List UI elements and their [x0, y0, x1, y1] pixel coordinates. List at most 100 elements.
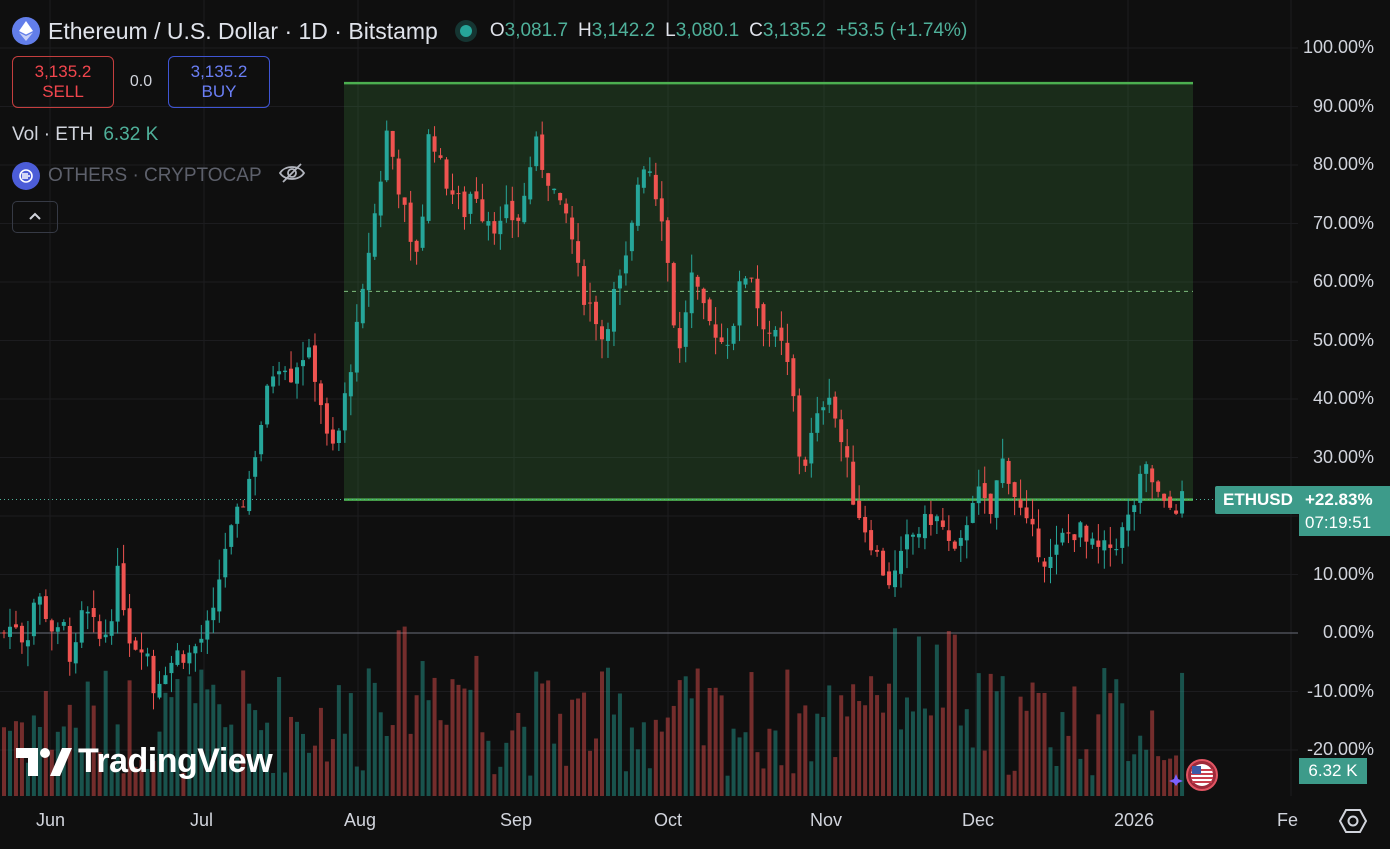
- volume-bar: [223, 727, 228, 796]
- volume-bar: [1144, 749, 1149, 796]
- volume-bar: [564, 765, 569, 796]
- volume-bar: [934, 644, 939, 796]
- candle-body: [755, 278, 760, 309]
- volume-bar: [73, 727, 78, 796]
- volume-bar: [229, 724, 234, 796]
- volume-bar: [25, 762, 30, 796]
- candle-body: [205, 620, 210, 640]
- candle-body: [534, 136, 539, 167]
- y-tick-label: 60.00%: [1312, 271, 1374, 291]
- symbol-title[interactable]: Ethereum / U.S. Dollar · 1D · Bitstamp: [48, 17, 438, 44]
- volume-bar: [1078, 758, 1083, 796]
- candle-body: [157, 683, 162, 698]
- volume-bar: [928, 715, 933, 796]
- volume-bar: [7, 730, 12, 796]
- sell-price: 3,135.2: [34, 62, 92, 81]
- volume-bar: [181, 772, 186, 796]
- volume-bar: [306, 752, 311, 796]
- volume-bar: [396, 630, 401, 796]
- volume-bar: [1108, 693, 1113, 796]
- volume-bar: [163, 692, 168, 796]
- volume-bar: [605, 667, 610, 796]
- candle-body: [761, 304, 766, 330]
- buy-price: 3,135.2: [190, 62, 248, 81]
- candle-body: [103, 634, 108, 638]
- volume-bar: [1024, 710, 1029, 796]
- volume-bar: [797, 713, 802, 796]
- volume-bar: [719, 695, 724, 796]
- candle-body: [492, 221, 497, 234]
- candle-body: [348, 372, 353, 397]
- volume-bar: [109, 766, 114, 796]
- volume-bar: [211, 684, 216, 796]
- us-flag-icon[interactable]: [1168, 758, 1220, 797]
- spread-value: 0.0: [129, 73, 153, 90]
- settings-icon[interactable]: [1338, 808, 1368, 839]
- volume-bar: [588, 750, 593, 796]
- candle-body: [605, 329, 610, 341]
- volume-bar: [899, 729, 903, 796]
- candle-body: [13, 624, 18, 628]
- candle-body: [588, 302, 593, 304]
- volume-bar: [701, 745, 706, 796]
- buy-button[interactable]: 3,135.2 BUY: [168, 56, 270, 108]
- candle-body: [773, 329, 778, 337]
- candle-body: [151, 655, 156, 694]
- y-tick-label: 0.00%: [1322, 622, 1374, 642]
- candle-body: [1090, 538, 1095, 545]
- volume-bar: [480, 732, 485, 796]
- candle-body: [229, 525, 234, 547]
- volume-bar: [79, 749, 84, 796]
- volume-bar: [570, 699, 575, 796]
- candle-body: [958, 537, 963, 546]
- volume-bar: [833, 757, 838, 796]
- volume-bar: [241, 670, 246, 796]
- volume-bar: [384, 735, 389, 796]
- volume-bar: [301, 733, 305, 796]
- volume-bar: [576, 698, 581, 796]
- candle-body: [611, 288, 616, 332]
- volume-bar: [910, 711, 915, 796]
- volume-bar: [558, 713, 563, 796]
- overlay-legend[interactable]: OTHERS · CRYPTOCAP: [12, 162, 306, 190]
- candle-body: [922, 513, 927, 539]
- candle-body: [546, 173, 551, 186]
- x-tick-label: Oct: [654, 810, 683, 830]
- candle-body: [707, 299, 712, 322]
- eye-off-icon[interactable]: [278, 162, 306, 190]
- buy-label: BUY: [201, 82, 237, 101]
- sell-button[interactable]: 3,135.2 SELL: [12, 56, 114, 108]
- candle-body: [749, 277, 754, 279]
- candle-body: [863, 516, 868, 533]
- volume-bar: [1120, 703, 1125, 796]
- volume-bar: [1150, 710, 1155, 796]
- candle-body: [462, 191, 467, 218]
- last-change-value: +22.83%: [1305, 490, 1373, 509]
- volume-bar: [277, 676, 282, 796]
- volume-bar: [456, 684, 461, 796]
- volume-bar: [695, 668, 700, 796]
- volume-bar: [283, 772, 288, 796]
- volume-bar: [43, 690, 48, 796]
- volume-bar: [952, 634, 957, 796]
- candle-body: [934, 516, 939, 522]
- volume-bar: [372, 682, 377, 796]
- volume-bar: [432, 677, 437, 796]
- volume-bar: [91, 705, 96, 796]
- collapse-legend-button[interactable]: [12, 201, 58, 233]
- candle-body: [91, 608, 96, 618]
- volume-bar: [546, 680, 551, 796]
- candle-body: [301, 360, 305, 367]
- volume-bar: [552, 743, 557, 796]
- volume-bar: [504, 742, 509, 796]
- candle-body: [940, 520, 945, 527]
- candle-body: [193, 646, 198, 654]
- volume-bar: [1162, 760, 1167, 796]
- candle-body: [803, 459, 808, 466]
- candle-body: [904, 534, 909, 550]
- volume-legend[interactable]: Vol · ETH 6.32 K: [12, 124, 158, 146]
- symbol-badge: ETHUSD: [1215, 486, 1301, 514]
- volume-bar: [767, 728, 772, 796]
- candle-body: [139, 649, 144, 653]
